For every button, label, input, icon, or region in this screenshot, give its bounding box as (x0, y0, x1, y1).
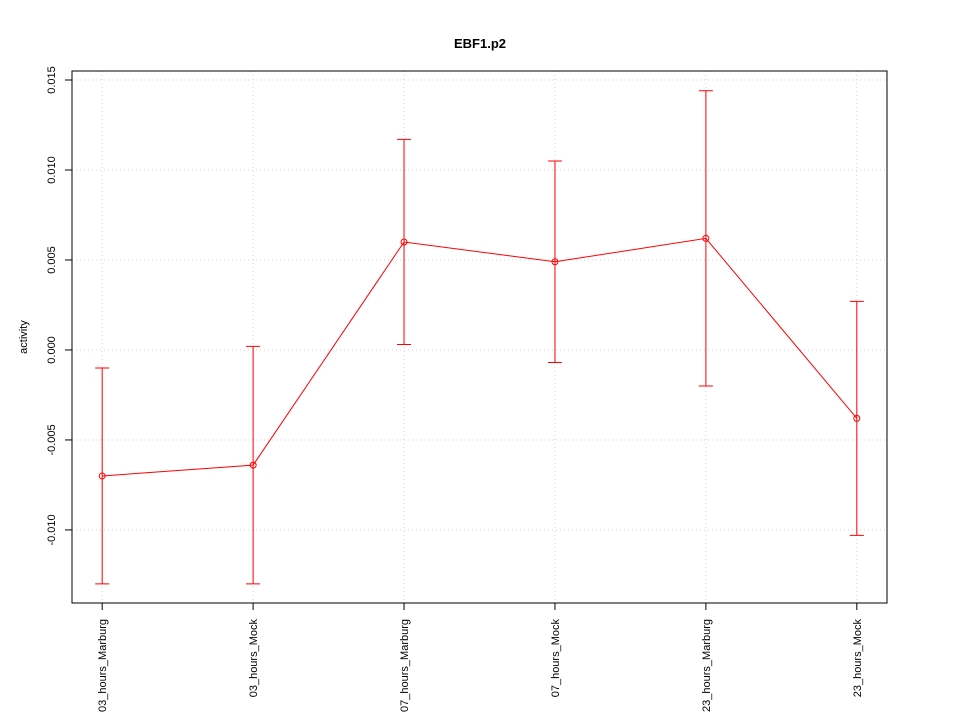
point (98, 472, 106, 480)
x-tick-label: 07_hours_Mock (550, 619, 562, 698)
error-bar (95, 367, 110, 585)
point (702, 234, 710, 242)
error-bar (849, 300, 864, 536)
point (853, 414, 861, 422)
plot-frame (71, 70, 888, 604)
x-tick-label: 23_hours_Marburg (701, 619, 713, 712)
y-tick-label: -0.005 (46, 424, 58, 455)
error-bar (246, 345, 261, 585)
y-tick-label: 0.000 (46, 336, 58, 364)
y-tick-label: 0.010 (46, 156, 58, 184)
x-tick-label: 07_hours_Marburg (399, 619, 411, 712)
error-bar (397, 138, 412, 346)
chart-title: EBF1.p2 (454, 36, 506, 51)
x-tick-label: 03_hours_Marburg (97, 619, 109, 712)
error-bar (547, 160, 562, 364)
line (102, 237, 858, 477)
point (551, 258, 559, 266)
y-tick-label: 0.015 (46, 66, 58, 94)
x-tick-label: 03_hours_Mock (248, 619, 260, 698)
y-axis-label: activity (18, 320, 30, 354)
y-tick-label: 0.005 (46, 246, 58, 274)
y-tick-label: -0.010 (46, 514, 58, 545)
point (249, 461, 257, 469)
error-bar (698, 90, 713, 387)
x-tick-label: 23_hours_Mock (852, 619, 864, 698)
point (400, 238, 408, 246)
